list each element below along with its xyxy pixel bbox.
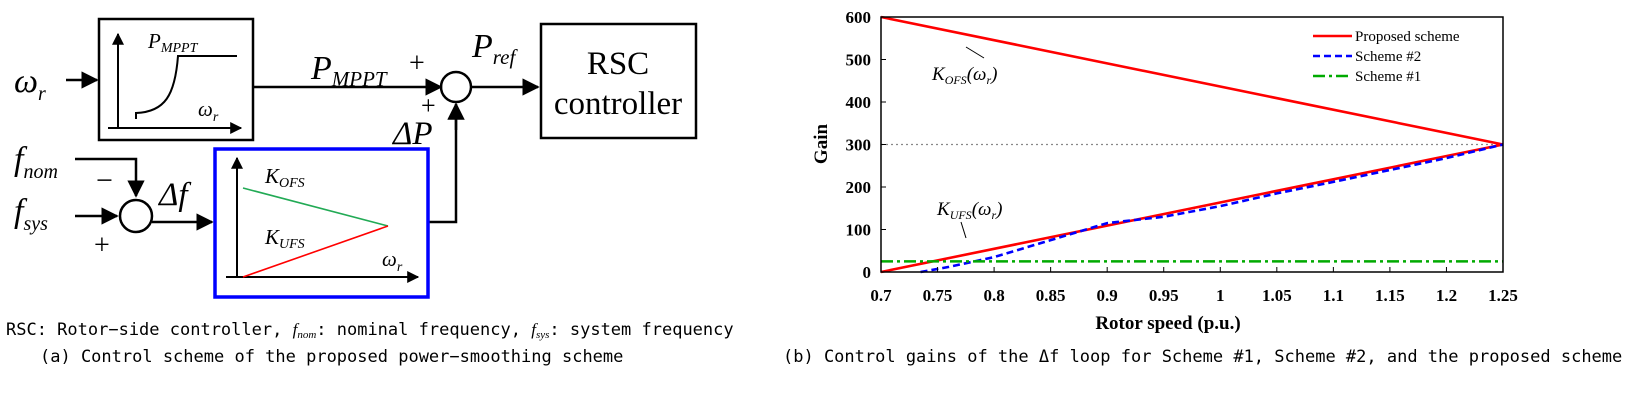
rsc-label-line1: RSC	[587, 46, 649, 82]
pmppt-plus-sign: +	[409, 48, 425, 79]
x-axis-title: Rotor speed (p.u.)	[1095, 313, 1240, 334]
annotation-kufs-pointer	[960, 221, 967, 239]
mppt-axis-label: ωr	[198, 97, 219, 125]
mppt-curve-label: PMPPT	[147, 29, 199, 56]
omega-input-label: ωr	[14, 63, 46, 105]
x-tick-label: 0.7	[870, 286, 892, 305]
x-tick-label: 1.15	[1375, 286, 1405, 305]
x-tick-label: 0.85	[1036, 286, 1066, 305]
y-tick-label: 500	[846, 51, 872, 70]
caption-b: (b) Control gains of the Δf loop for Sch…	[783, 347, 1622, 367]
x-tick-label: 1.1	[1323, 286, 1344, 305]
abbreviation-note: RSC: Rotor−side controller, fnom: nomina…	[6, 320, 734, 341]
x-tick-label: 0.9	[1097, 286, 1118, 305]
y-axis-title: Gain	[811, 124, 832, 165]
power-summing-junction	[439, 70, 473, 104]
annotation-kofs: KOFS(ωr)	[931, 64, 997, 87]
x-tick-label: 1.05	[1262, 286, 1292, 305]
annotation-kofs-pointer	[965, 46, 985, 59]
fnom-arrow	[75, 157, 145, 198]
kufs-line	[242, 225, 389, 278]
kofs-label: KOFS	[264, 164, 305, 191]
series-line-1-segment-1	[880, 15, 1504, 146]
y-tick-label: 200	[846, 178, 872, 197]
x-tick-label: 0.95	[1149, 286, 1179, 305]
fsys-plus-sign: +	[94, 230, 110, 261]
y-tick-label: 600	[846, 8, 872, 27]
series-line-2-segment-1	[920, 143, 1504, 274]
annotation-kufs: KUFS(ωr)	[936, 199, 1002, 222]
pmppt-label: PMPPT	[310, 50, 388, 91]
legend-label: Proposed scheme	[1355, 29, 1460, 45]
y-tick-label: 300	[846, 136, 872, 155]
fsys-label: fsys	[14, 193, 48, 235]
series-line-1-segment-2	[880, 143, 1504, 274]
delta-p-plus-sign: +	[421, 91, 436, 120]
delta-p-label: ΔP	[391, 116, 433, 152]
frequency-summing-junction	[118, 198, 154, 234]
control-block-diagram: ωr PMPPT ωr PMPPT + Pref RSC controller …	[6, 17, 734, 367]
rsc-label-line2: controller	[554, 86, 682, 122]
x-tick-label: 1	[1216, 286, 1225, 305]
kufs-label: KUFS	[264, 225, 305, 252]
y-tick-label: 400	[846, 93, 872, 112]
x-tick-label: 1.2	[1436, 286, 1457, 305]
chart-series	[880, 15, 1504, 274]
gain-axis-label: ωr	[382, 247, 403, 275]
x-tick-label: 1.25	[1488, 286, 1518, 305]
y-tick-label: 100	[846, 221, 872, 240]
x-tick-label: 0.8	[983, 286, 1004, 305]
caption-a: (a) Control scheme of the proposed power…	[40, 347, 623, 367]
legend-label: Scheme #2	[1355, 49, 1421, 65]
kofs-line	[242, 187, 389, 227]
fnom-label: fnom	[14, 141, 58, 183]
x-tick-label: 0.75	[923, 286, 953, 305]
legend-label: Scheme #1	[1355, 69, 1421, 85]
chart-legend: Proposed scheme Scheme #2 Scheme #1	[1313, 29, 1460, 85]
delta-p-path	[429, 106, 458, 224]
mppt-block	[97, 17, 255, 142]
fnom-minus-sign: −	[96, 164, 113, 197]
gain-block	[213, 147, 430, 299]
y-tick-label: 0	[863, 263, 872, 282]
rsc-controller-block	[539, 22, 698, 140]
gain-chart: 0.7 0.75 0.8 0.85 0.9 0.95 1 1.05 1.1 1.15 1.2 1.25…	[783, 8, 1622, 367]
chart-ticks: 0.7 0.75 0.8 0.85 0.9 0.95 1 1.05 1.1 1.15 1.2 1.25…	[846, 8, 1518, 305]
mppt-curve	[135, 55, 237, 119]
delta-f-label: Δf	[157, 177, 191, 213]
pref-label: Pref	[471, 28, 518, 69]
